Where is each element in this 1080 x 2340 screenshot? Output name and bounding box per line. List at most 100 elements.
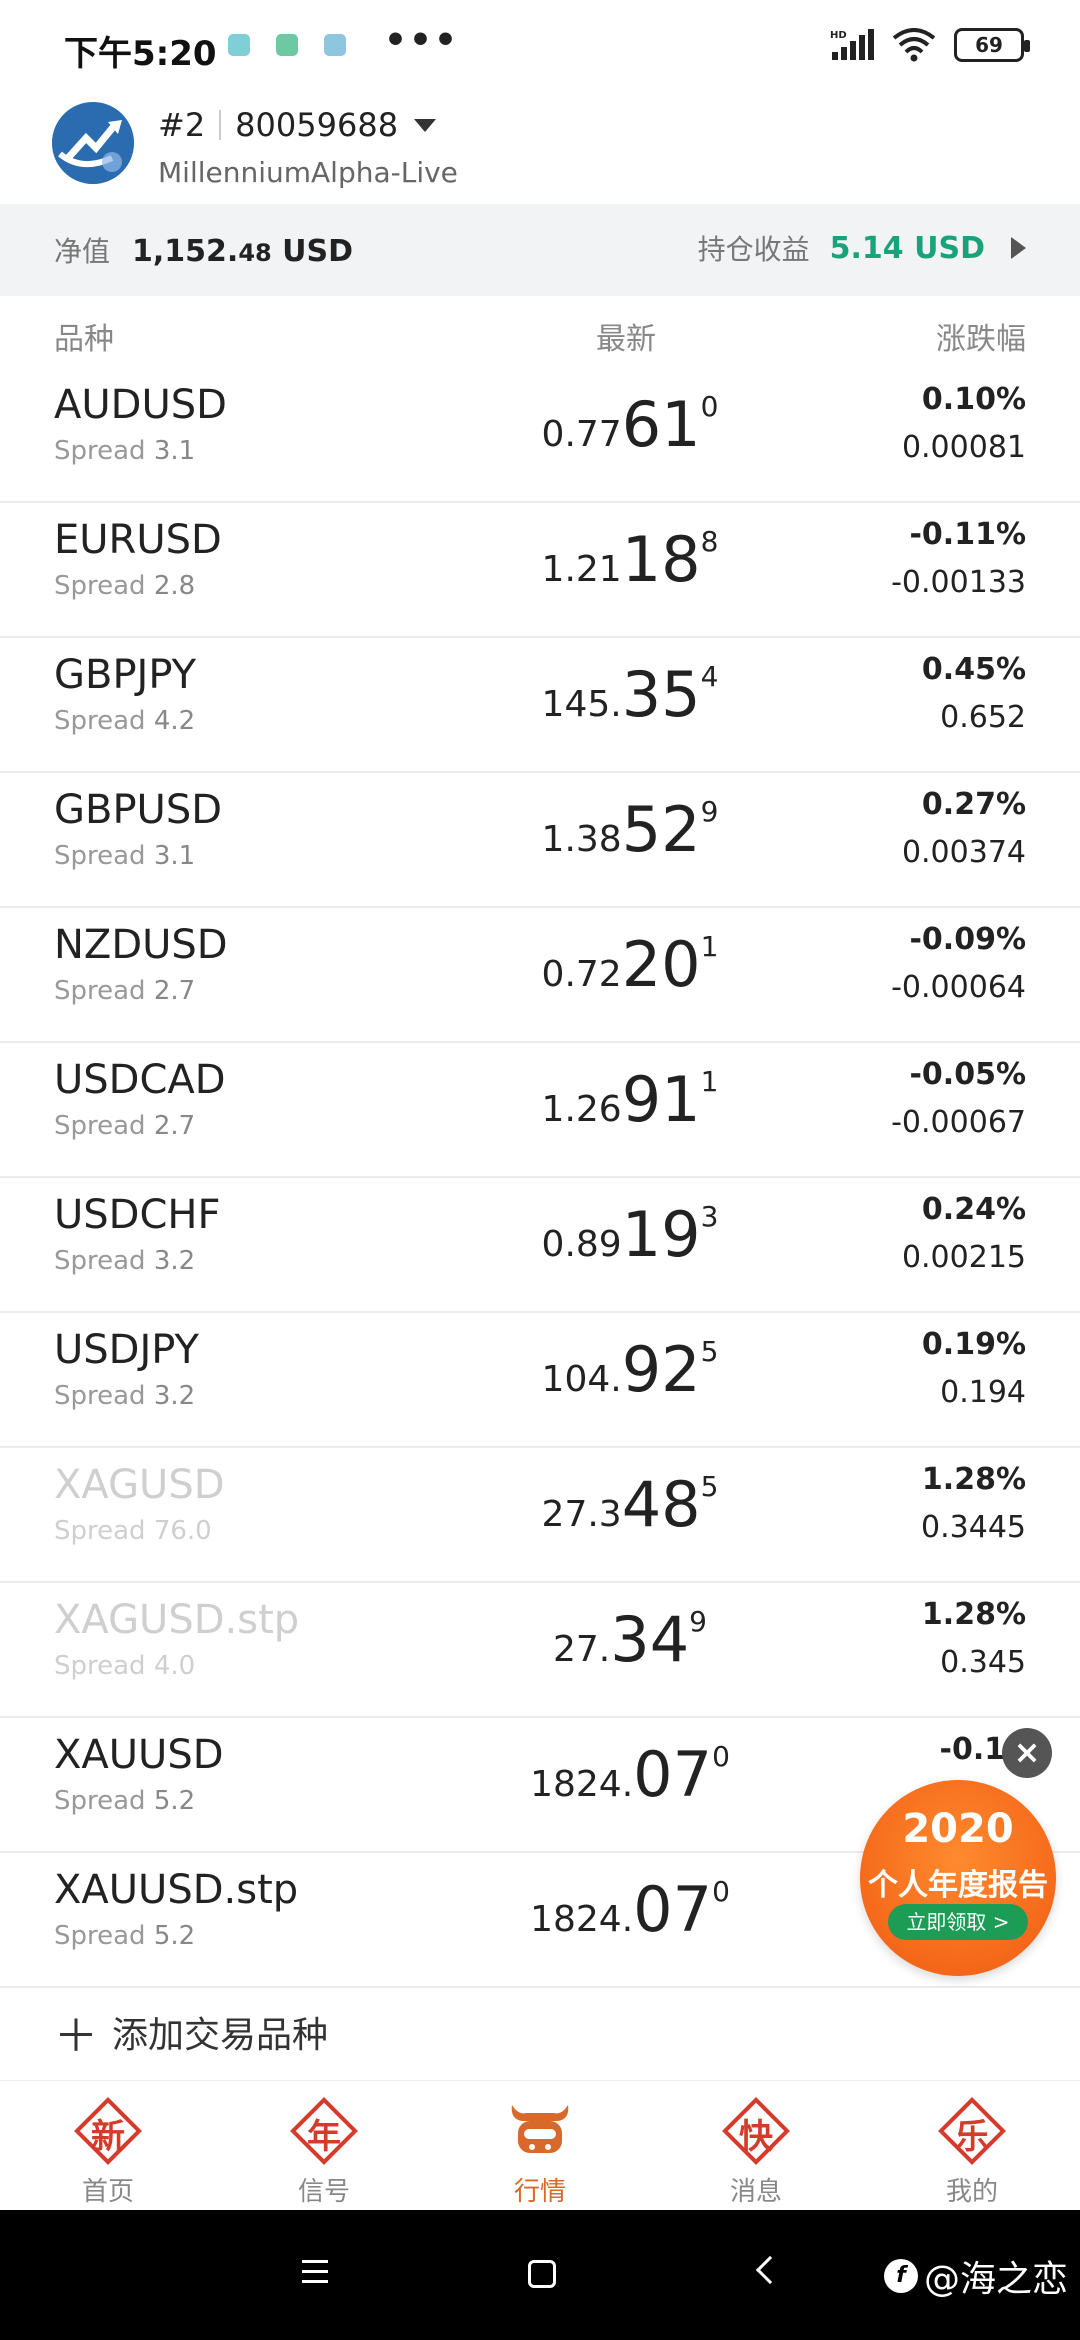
- home-square-icon[interactable]: [528, 2260, 556, 2288]
- pnl-label: 持仓收益: [697, 233, 810, 266]
- spread: Spread 4.0: [54, 1651, 196, 1681]
- change-absolute: 0.00081: [901, 430, 1026, 465]
- pnl-value: 5.14 USD: [829, 230, 985, 266]
- annual-report-promo[interactable]: 2020 个人年度报告 立即领取 >: [860, 1780, 1056, 1976]
- symbol-name: NZDUSD: [54, 922, 228, 968]
- app-notification-icon: [324, 34, 346, 56]
- profile-icon: 乐: [938, 2097, 1006, 2165]
- change-percent: 0.27%: [921, 787, 1026, 822]
- system-nav-bar: f @海之恋: [0, 2210, 1080, 2340]
- watermark-text: @海之恋: [923, 2259, 1068, 2300]
- change-percent: 0.10%: [921, 382, 1026, 417]
- change-absolute: 0.345: [940, 1645, 1026, 1680]
- change-absolute: -0.00064: [891, 970, 1026, 1005]
- change-percent: -0.09%: [909, 922, 1026, 957]
- battery-level: 69: [975, 33, 1003, 57]
- signals-icon: 年: [290, 2097, 358, 2165]
- column-headers: 品种 最新 涨跌幅: [0, 296, 1080, 368]
- change-absolute: 0.00215: [901, 1240, 1026, 1275]
- symbol-name: AUDUSD: [54, 382, 227, 428]
- symbol-name: GBPUSD: [54, 787, 223, 833]
- column-change[interactable]: 涨跌幅: [936, 322, 1026, 357]
- symbol-name: USDCAD: [54, 1057, 226, 1103]
- nav-quotes[interactable]: 行情: [432, 2081, 648, 2210]
- quote-row[interactable]: NZDUSD Spread 2.7 0.72201 -0.09% -0.0006…: [0, 908, 1080, 1043]
- quote-row[interactable]: XAUUSD.stp Spread 5.2 1824.070: [0, 1853, 1080, 1988]
- change-absolute: -0.00067: [891, 1105, 1026, 1140]
- change-percent: 1.28%: [921, 1597, 1026, 1632]
- broker-logo: [52, 102, 134, 184]
- caret-down-icon[interactable]: [414, 118, 437, 132]
- account-selector[interactable]: #2 80059688: [158, 106, 437, 144]
- price: 0.72201: [541, 928, 719, 1001]
- symbol-name: XAGUSD.stp: [54, 1597, 300, 1643]
- quote-row[interactable]: EURUSD Spread 2.8 1.21188 -0.11% -0.0013…: [0, 503, 1080, 638]
- quote-row[interactable]: USDJPY Spread 3.2 104.925 0.19% 0.194: [0, 1313, 1080, 1448]
- quote-row[interactable]: GBPUSD Spread 3.1 1.38529 0.27% 0.00374: [0, 773, 1080, 908]
- quote-row[interactable]: XAGUSD Spread 76.0 27.3485 1.28% 0.3445: [0, 1448, 1080, 1583]
- nav-profile[interactable]: 乐 我的: [864, 2081, 1080, 2210]
- nav-label: 首页: [81, 2177, 134, 2207]
- bull-quotes-icon: [511, 2105, 569, 2153]
- home-icon: 新: [74, 2097, 142, 2165]
- spread: Spread 2.7: [54, 976, 196, 1006]
- add-symbol-button[interactable]: ＋ 添加交易品种: [54, 2000, 328, 2064]
- change-absolute: 0.652: [940, 700, 1026, 735]
- wifi-icon: [892, 28, 936, 62]
- account-header[interactable]: #2 80059688 MillenniumAlpha-Live: [0, 92, 1080, 204]
- price: 1.38529: [541, 793, 719, 866]
- column-last-price: 最新: [596, 322, 656, 357]
- nav-label: 信号: [297, 2177, 350, 2207]
- quote-list: AUDUSD Spread 3.1 0.77610 0.10% 0.00081 …: [0, 368, 1080, 1988]
- menu-icon[interactable]: [302, 2260, 328, 2290]
- equity-label: 净值: [54, 235, 111, 268]
- symbol-name: XAUUSD: [54, 1732, 224, 1778]
- promo-claim-button[interactable]: 立即领取 >: [888, 1904, 1028, 1940]
- divider: [219, 110, 222, 140]
- arrow-right-icon[interactable]: [1011, 237, 1026, 259]
- nav-signals[interactable]: 年 信号: [216, 2081, 432, 2210]
- price: 1824.070: [530, 1738, 730, 1811]
- symbol-name: XAUUSD.stp: [54, 1867, 299, 1913]
- price: 1824.070: [530, 1873, 730, 1946]
- change-percent: -0.11%: [909, 517, 1026, 552]
- status-bar: 下午5:20 ••• HD 69: [0, 0, 1080, 92]
- change-absolute: 0.194: [940, 1375, 1026, 1410]
- spread: Spread 5.2: [54, 1921, 196, 1951]
- spread: Spread 3.2: [54, 1381, 196, 1411]
- nav-label: 消息: [729, 2177, 782, 2207]
- watermark: f @海之恋: [883, 2250, 1068, 2302]
- change-percent: 0.24%: [921, 1192, 1026, 1227]
- quote-row[interactable]: USDCHF Spread 3.2 0.89193 0.24% 0.00215: [0, 1178, 1080, 1313]
- quote-row[interactable]: USDCAD Spread 2.7 1.26911 -0.05% -0.0006…: [0, 1043, 1080, 1178]
- nav-label: 行情: [513, 2177, 566, 2207]
- nav-messages[interactable]: 快 消息: [648, 2081, 864, 2210]
- change-percent: -0.05%: [909, 1057, 1026, 1092]
- messages-icon: 快: [722, 2097, 790, 2165]
- change-percent: 1.28%: [921, 1462, 1026, 1497]
- close-icon[interactable]: ×: [1002, 1728, 1052, 1778]
- quote-row[interactable]: AUDUSD Spread 3.1 0.77610 0.10% 0.00081: [0, 368, 1080, 503]
- hd-label: HD: [830, 30, 847, 41]
- change-percent: 0.45%: [921, 652, 1026, 687]
- spread: Spread 4.2: [54, 706, 196, 736]
- account-number: 80059688: [235, 106, 399, 144]
- position-pnl[interactable]: 持仓收益 5.14 USD: [698, 228, 1026, 268]
- back-icon[interactable]: [755, 2255, 785, 2285]
- watermark-logo-icon: f: [883, 2259, 918, 2293]
- quote-row[interactable]: GBPJPY Spread 4.2 145.354 0.45% 0.652: [0, 638, 1080, 773]
- change-absolute: 0.3445: [921, 1510, 1026, 1545]
- signal-icon: HD: [830, 29, 874, 60]
- battery-icon: 69: [954, 28, 1030, 62]
- more-notifications-icon: •••: [384, 20, 460, 61]
- plus-icon: ＋: [54, 2011, 98, 2062]
- symbol-name: GBPJPY: [54, 652, 197, 698]
- change-percent: 0.19%: [921, 1327, 1026, 1362]
- symbol-name: EURUSD: [54, 517, 222, 563]
- nav-home[interactable]: 新 首页: [0, 2081, 216, 2210]
- quote-row[interactable]: XAGUSD.stp Spread 4.0 27.349 1.28% 0.345: [0, 1583, 1080, 1718]
- bottom-nav: 新 首页 年 信号 行情 快 消息 乐 我的: [0, 2080, 1080, 2210]
- symbol-name: USDCHF: [54, 1192, 221, 1238]
- symbol-name: XAGUSD: [54, 1462, 225, 1508]
- spread: Spread 3.1: [54, 436, 196, 466]
